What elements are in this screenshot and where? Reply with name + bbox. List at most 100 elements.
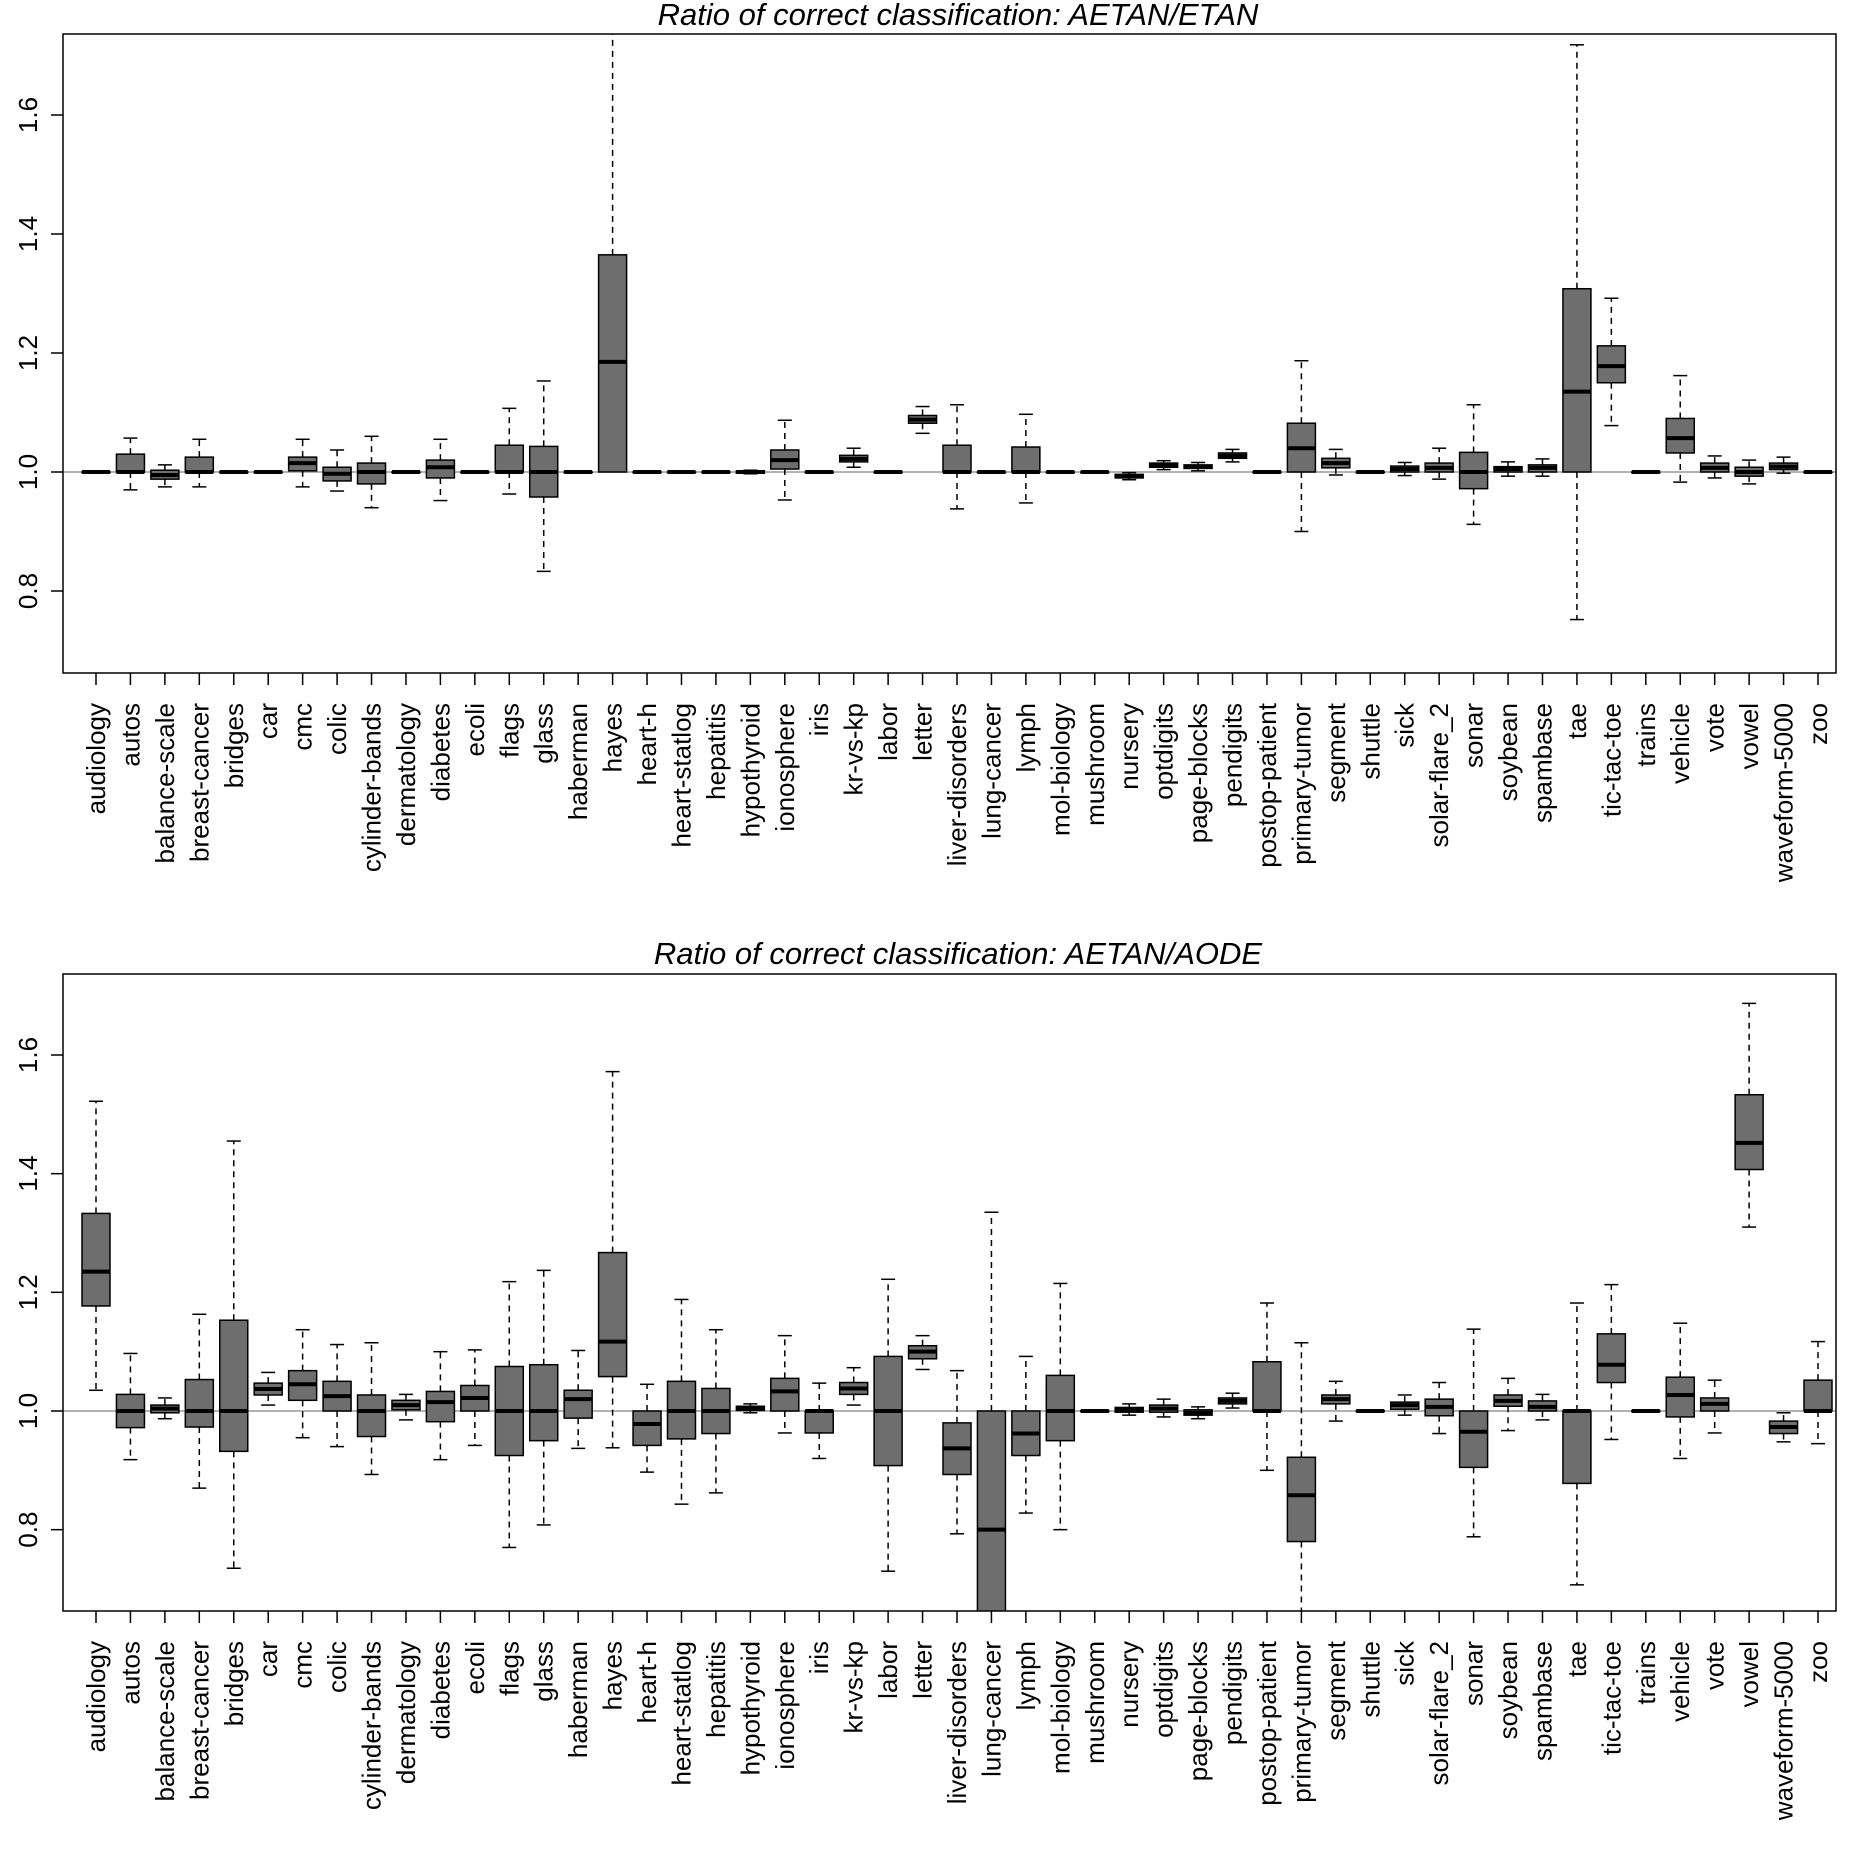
box-vote <box>1699 455 1730 479</box>
category-label: autos <box>115 703 145 767</box>
box-nursery <box>1114 1403 1144 1416</box>
category-label: breast-cancer <box>184 1641 214 1800</box>
ytick-label: 1.4 <box>13 216 43 252</box>
box-iqr <box>976 1410 1007 1611</box>
box-iqr <box>1596 1333 1627 1384</box>
box-iqr <box>942 444 972 473</box>
box-ecoli <box>460 470 490 474</box>
box-autos <box>115 1352 146 1461</box>
box-iqr <box>528 1363 559 1442</box>
category-label: letter <box>908 703 938 761</box>
chart-title: Ratio of correct classification: AETAN/A… <box>654 936 1262 971</box>
box-heart-h <box>632 1383 662 1473</box>
box-mol-biology <box>1045 1282 1076 1531</box>
box-iqr <box>356 1394 387 1438</box>
category-label: vowel <box>1734 1641 1764 1707</box>
category-label: waveform-5000 <box>1769 1641 1799 1821</box>
category-label: glass <box>529 1641 559 1702</box>
box-cylinder-bands <box>356 1342 387 1476</box>
category-label: hayes <box>598 703 628 772</box>
box-iqr <box>1252 1361 1282 1412</box>
box-car <box>253 470 283 474</box>
box-spambase <box>1527 1393 1558 1421</box>
box-sick <box>1389 1394 1420 1416</box>
category-label: heart-h <box>632 1641 662 1723</box>
ytick-label: 1.4 <box>13 1156 43 1192</box>
category-label: vote <box>1700 1641 1730 1690</box>
box-colic <box>322 449 352 492</box>
box-liver-disorders <box>942 1369 972 1535</box>
box-autos <box>115 437 146 491</box>
box-iqr <box>1665 417 1695 454</box>
plot-frame <box>62 973 1837 1612</box>
box-breast-cancer <box>184 438 215 488</box>
category-label: heart-statlog <box>666 703 696 848</box>
category-label: bridges <box>219 703 249 788</box>
box-page-blocks <box>1183 461 1213 472</box>
box-page-blocks <box>1183 1406 1213 1420</box>
category-label: optdigits <box>1149 703 1179 800</box>
box-balance-scale <box>150 464 180 488</box>
category-label: flags <box>494 1641 524 1696</box>
box-ecoli <box>460 1349 490 1447</box>
box-tae <box>1562 1302 1592 1586</box>
box-vehicle <box>1665 374 1695 483</box>
box-cylinder-bands <box>356 435 387 509</box>
category-label: audiology <box>81 1641 111 1752</box>
box-iris <box>804 1382 834 1460</box>
category-label: pendigits <box>1218 703 1248 807</box>
box-waveform-5000 <box>1768 1412 1799 1443</box>
category-label: cylinder-bands <box>357 1641 387 1810</box>
category-label: solar-flare_2 <box>1424 703 1454 848</box>
box-iqr <box>494 444 525 473</box>
box-iqr <box>425 1390 456 1423</box>
ytick-label: 0.8 <box>13 573 43 609</box>
box-primary-tumor <box>1286 359 1317 533</box>
box-iqr <box>1045 1374 1076 1442</box>
category-label: lymph <box>1011 1641 1041 1710</box>
box-ionosphere <box>770 1334 800 1434</box>
box-lymph <box>1011 1355 1041 1514</box>
box-lung-cancer <box>976 1211 1007 1611</box>
box-mushroom <box>1080 1409 1110 1413</box>
category-label: trains <box>1631 1641 1661 1705</box>
category-label: spambase <box>1527 703 1557 823</box>
category-label: colic <box>322 1641 352 1693</box>
box-pendigits <box>1217 1392 1248 1409</box>
category-label: cylinder-bands <box>357 703 387 872</box>
category-label: liver-disorders <box>942 703 972 866</box>
category-label: shuttle <box>1355 1641 1385 1718</box>
box-iqr <box>184 456 215 473</box>
category-label: cmc <box>288 703 318 751</box>
category-label: nursery <box>1114 1641 1144 1728</box>
category-label: ionosphere <box>770 1641 800 1770</box>
box-optdigits <box>1148 459 1179 471</box>
box-postop-patient <box>1252 470 1282 474</box>
box-zoo <box>1803 470 1833 474</box>
category-label: lymph <box>1011 703 1041 772</box>
category-label: balance-scale <box>150 703 180 863</box>
box-dermatology <box>391 470 421 474</box>
category-label: sonar <box>1459 1641 1489 1706</box>
category-label: soybean <box>1493 703 1523 801</box>
box-shuttle <box>1355 1409 1386 1413</box>
category-label: shuttle <box>1355 703 1385 780</box>
ytick-label: 1.6 <box>13 1037 43 1073</box>
box-iqr <box>804 1410 834 1434</box>
category-label: breast-cancer <box>184 703 214 862</box>
category-label: primary-tumor <box>1286 703 1316 865</box>
box-dermatology <box>391 1393 421 1421</box>
category-label: car <box>253 703 283 739</box>
category-label: flags <box>494 703 524 758</box>
category-label: lung-cancer <box>976 703 1006 839</box>
box-iqr <box>770 1377 800 1412</box>
ytick-label: 0.8 <box>13 1512 43 1548</box>
box-trains <box>1631 470 1661 474</box>
box-vowel <box>1734 1002 1764 1228</box>
category-label: haberman <box>563 703 593 820</box>
box-lymph <box>1011 413 1041 504</box>
category-label: mol-biology <box>1045 703 1075 836</box>
category-label: soybean <box>1493 1641 1523 1739</box>
category-label: solar-flare_2 <box>1424 1641 1454 1786</box>
category-label: hepatitis <box>701 1641 731 1738</box>
